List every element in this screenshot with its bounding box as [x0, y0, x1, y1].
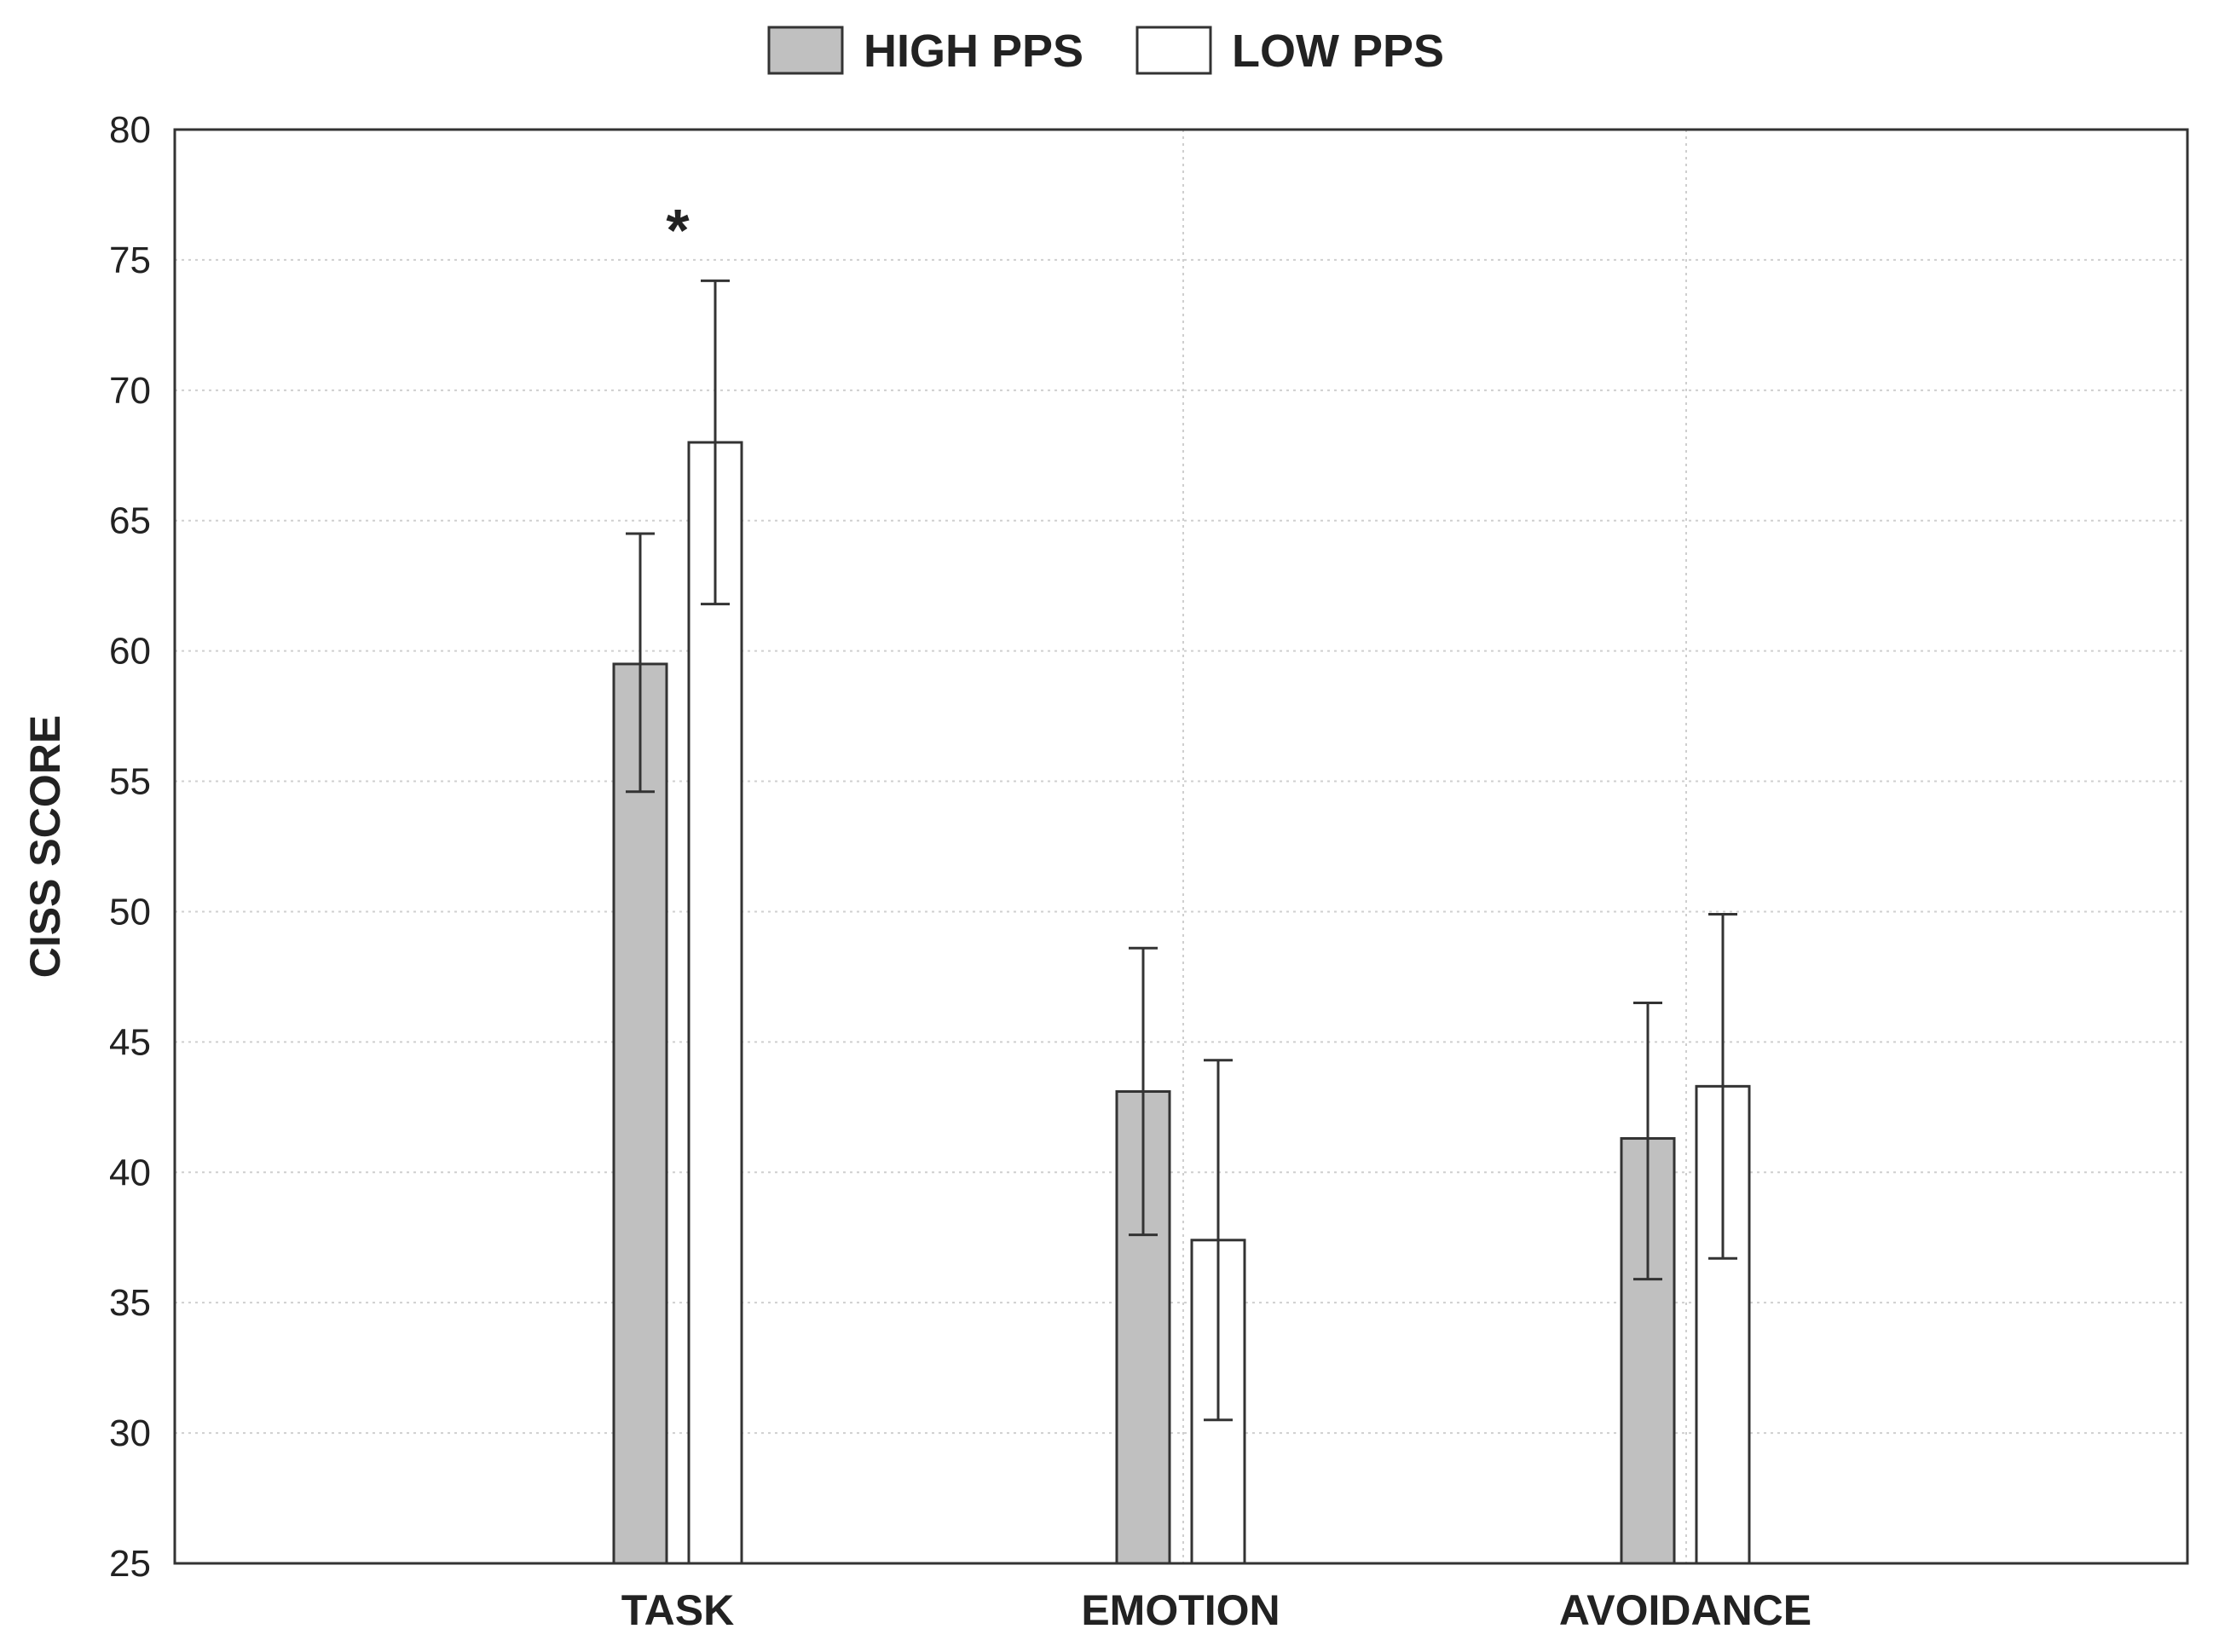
legend-swatch — [767, 26, 844, 75]
bar-low-pps-task — [687, 441, 743, 1565]
error-bar — [626, 532, 655, 794]
bars — [612, 441, 1751, 1565]
y-tick-label: 65 — [109, 500, 151, 542]
legend-label: LOW PPS — [1232, 26, 1444, 77]
error-bar — [1129, 946, 1158, 1237]
grid-lines — [175, 130, 2187, 1563]
x-category-label: TASK — [621, 1586, 734, 1634]
significance-marker: * — [666, 197, 690, 263]
error-bar — [1204, 1059, 1233, 1422]
y-tick-label: 45 — [109, 1021, 151, 1063]
legend-label: HIGH PPS — [864, 26, 1083, 77]
y-tick-label: 50 — [109, 891, 151, 933]
y-tick-label: 60 — [109, 631, 151, 673]
legend: HIGH PPS LOW PPS — [767, 26, 1444, 77]
x-category-label: EMOTION — [1081, 1586, 1280, 1634]
x-category-labels: TASK EMOTION AVOIDANCE — [621, 1586, 1811, 1634]
error-bar — [701, 279, 730, 606]
plot-frame — [173, 128, 2189, 1565]
y-tick-label: 80 — [109, 109, 151, 151]
y-tick-label: 40 — [109, 1152, 151, 1193]
error-bar — [1708, 913, 1737, 1260]
y-tick-label: 35 — [109, 1282, 151, 1324]
x-category-label: AVOIDANCE — [1559, 1586, 1811, 1634]
y-tick-label: 25 — [109, 1543, 151, 1585]
legend-swatch — [1135, 26, 1212, 75]
y-tick-label: 30 — [109, 1412, 151, 1454]
y-tick-label: 75 — [109, 240, 151, 281]
y-tick-labels: 25 30 35 40 45 50 55 60 65 70 75 80 — [109, 109, 151, 1585]
error-bar — [1633, 1001, 1662, 1281]
y-tick-label: 55 — [109, 761, 151, 803]
error-bars — [626, 279, 1737, 1422]
y-axis-title: CISS SCORE — [21, 715, 69, 978]
bar-high-pps-task — [612, 662, 668, 1565]
annotations: * — [666, 197, 690, 263]
y-tick-label: 70 — [109, 370, 151, 412]
